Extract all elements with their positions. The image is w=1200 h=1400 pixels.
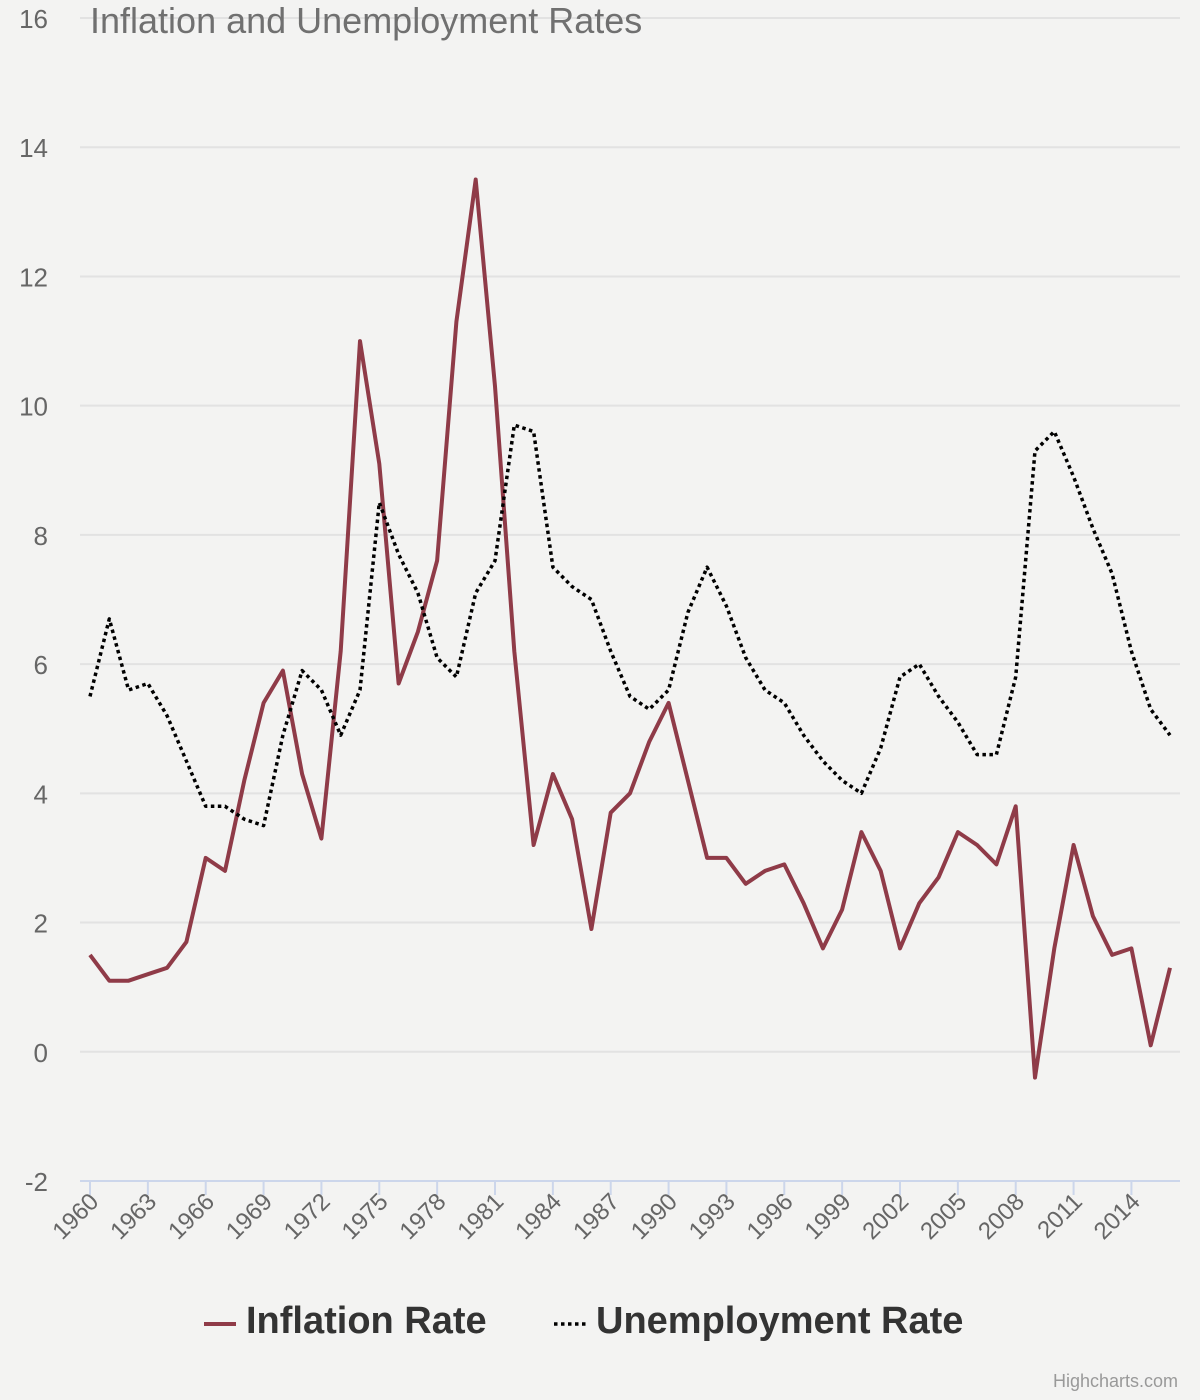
x-tick-label: 1990 [626,1188,683,1245]
x-tick-label: 2005 [915,1188,972,1245]
y-tick-label: 12 [19,262,48,292]
legend-label: Inflation Rate [246,1300,487,1342]
y-tick-label: 10 [19,392,48,422]
legend-item-unemployment-rate[interactable]: Unemployment Rate [554,1300,963,1342]
y-tick-label: 14 [19,133,48,163]
legend-label: Unemployment Rate [596,1300,963,1342]
series-layer [88,177,1172,1080]
x-tick-label: 1999 [800,1188,857,1245]
x-tick-label: 1993 [684,1188,741,1245]
y-tick-label: 2 [34,909,48,939]
y-tick-label: 4 [34,779,48,809]
x-tick-label: 2014 [1089,1188,1146,1245]
x-tick-label: 1981 [452,1188,509,1245]
x-tick-label: 2008 [973,1188,1030,1245]
y-tick-label: -2 [25,1167,48,1197]
x-tick-label: 1966 [163,1188,220,1245]
series-line-unemployment-rate[interactable] [88,423,1172,828]
x-tick-label: 2011 [1032,1188,1088,1244]
chart-title: Inflation and Unemployment Rates [90,0,642,41]
x-tick-label: 1960 [47,1188,104,1245]
grid-layer [80,17,1180,1053]
series-line-inflation-rate[interactable] [88,177,1172,1080]
y-tick-label: 16 [19,4,48,34]
x-tick-label: 1984 [510,1188,567,1245]
x-tick-label: 1972 [279,1188,336,1245]
y-tick-label: 0 [34,1038,48,1068]
x-tick-label: 1975 [337,1188,394,1245]
x-tick-label: 1969 [221,1188,278,1245]
x-tick-label: 2002 [857,1188,914,1245]
credits-link[interactable]: Highcharts.com [1052,1371,1178,1391]
x-tick-label: 1978 [395,1188,452,1245]
x-tick-label: 1963 [105,1188,162,1245]
x-tick-label: 1996 [742,1188,799,1245]
legend-item-inflation-rate[interactable]: Inflation Rate [204,1300,487,1342]
legend: Inflation Rate Unemployment Rate [204,1300,963,1342]
y-tick-label: 6 [34,650,48,680]
x-tick-label: 1987 [568,1188,625,1245]
y-tick-label: 8 [34,521,48,551]
